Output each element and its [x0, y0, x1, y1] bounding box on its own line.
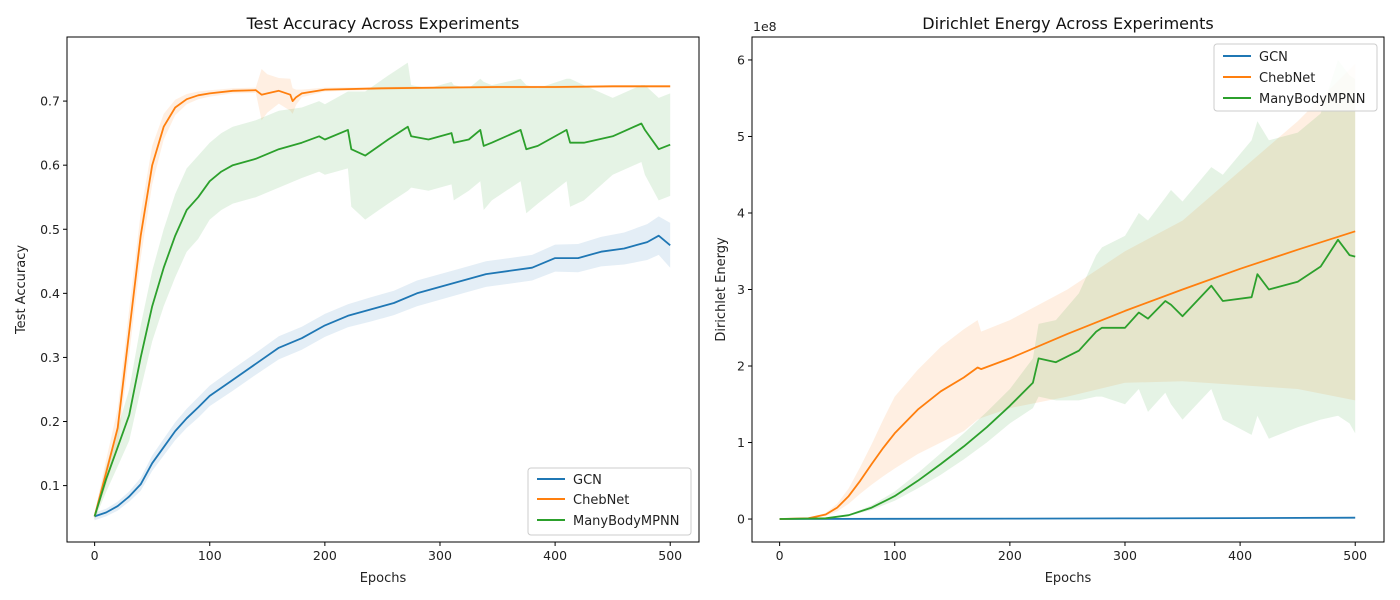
dirichlet-x-tick-label: 500	[1343, 548, 1367, 563]
accuracy-legend-label-manybodympnn: ManyBodyMPNN	[573, 514, 679, 529]
accuracy-y-ticks: 0.1 0.2 0.3 0.4 0.5 0.6 0.7	[40, 94, 67, 493]
dirichlet-legend: GCN ChebNet ManyBodyMPNN	[1213, 43, 1378, 112]
accuracy-band-manybodympnn	[94, 62, 671, 520]
dirichlet-legend-label-chebnet: ChebNet	[1259, 71, 1315, 86]
dirichlet-x-tick-label: 300	[1113, 548, 1137, 563]
dirichlet-series-lines	[779, 230, 1356, 520]
accuracy-y-tick-label: 0.2	[40, 414, 60, 429]
dirichlet-x-tick-label: 100	[883, 548, 907, 563]
accuracy-legend-label-chebnet: ChebNet	[573, 493, 629, 508]
accuracy-chart: Test Accuracy Across Experiments 0 100 200…	[14, 14, 700, 586]
dirichlet-legend-label-gcn: GCN	[1259, 50, 1288, 65]
dirichlet-chart: Dirichlet Energy Across Experiments 1e8 …	[714, 14, 1385, 586]
accuracy-y-tick-label: 0.6	[40, 158, 60, 173]
accuracy-band-gcn	[94, 216, 671, 521]
accuracy-x-tick-label: 200	[313, 548, 337, 563]
dirichlet-y-tick-label: 5	[737, 129, 745, 144]
accuracy-legend-label-gcn: GCN	[573, 473, 602, 488]
dirichlet-chart-title: Dirichlet Energy Across Experiments	[922, 14, 1214, 33]
dirichlet-x-axis-label: Epochs	[1045, 571, 1092, 586]
dirichlet-legend-frame	[1213, 43, 1378, 112]
accuracy-y-axis-label: Test Accuracy	[14, 245, 29, 335]
accuracy-x-tick-label: 400	[543, 548, 567, 563]
accuracy-x-tick-label: 100	[198, 548, 222, 563]
accuracy-y-tick-label: 0.1	[40, 478, 60, 493]
dirichlet-x-tick-label: 400	[1228, 548, 1252, 563]
accuracy-legend: GCN ChebNet ManyBodyMPNN	[527, 467, 692, 536]
accuracy-line-manybodympnn	[93, 122, 671, 517]
dirichlet-line-gcn	[779, 516, 1356, 520]
accuracy-line-chebnet	[93, 85, 671, 517]
dirichlet-y-tick-label: 3	[737, 282, 745, 297]
accuracy-y-tick-label: 0.5	[40, 222, 60, 237]
accuracy-series-lines	[93, 85, 671, 518]
accuracy-x-tick-label: 500	[658, 548, 682, 563]
accuracy-x-tick-label: 300	[428, 548, 452, 563]
dirichlet-y-axis-label: Dirichlet Energy	[714, 237, 729, 342]
accuracy-legend-frame	[527, 467, 692, 536]
dirichlet-x-tick-label: 0	[776, 548, 784, 563]
dirichlet-y-tick-label: 0	[737, 512, 745, 527]
accuracy-x-tick-label: 0	[91, 548, 99, 563]
dirichlet-legend-label-manybodympnn: ManyBodyMPNN	[1259, 92, 1365, 107]
accuracy-y-tick-label: 0.3	[40, 350, 60, 365]
dirichlet-y-tick-label: 4	[737, 205, 745, 220]
accuracy-std-bands	[94, 62, 671, 521]
dirichlet-y-offset-label: 1e8	[753, 19, 777, 34]
dirichlet-band-manybodympnn	[779, 60, 1356, 519]
accuracy-plot-frame	[66, 36, 700, 543]
accuracy-y-tick-label: 0.4	[40, 286, 60, 301]
accuracy-x-axis-label: Epochs	[360, 571, 407, 586]
dirichlet-y-tick-label: 2	[737, 359, 745, 374]
dirichlet-y-tick-label: 1	[737, 435, 745, 450]
dirichlet-line-chebnet	[779, 230, 1356, 520]
dirichlet-y-tick-label: 6	[737, 52, 745, 67]
accuracy-line-gcn	[94, 234, 671, 518]
accuracy-y-tick-label: 0.7	[40, 94, 60, 109]
dirichlet-y-ticks: 0 1 2 3 4 5 6	[737, 52, 752, 527]
accuracy-chart-title: Test Accuracy Across Experiments	[246, 14, 520, 33]
dirichlet-x-tick-label: 200	[998, 548, 1022, 563]
dirichlet-x-ticks: 0 100 200 300 400 500	[776, 542, 1367, 563]
dirichlet-line-manybodympnn	[779, 238, 1356, 520]
accuracy-x-ticks: 0 100 200 300 400 500	[91, 542, 682, 563]
